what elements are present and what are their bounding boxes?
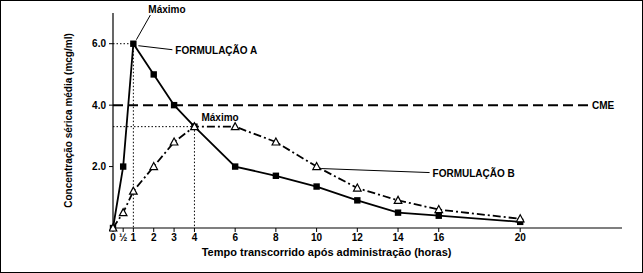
annotation-guide — [113, 126, 194, 127]
series-marker — [436, 213, 442, 219]
series-marker — [191, 123, 199, 130]
annotation-guide — [133, 44, 134, 228]
series-marker — [170, 138, 178, 145]
x-tick-label: 6 — [232, 232, 238, 243]
x-tick-label: 0 — [110, 232, 116, 243]
series-marker — [120, 163, 126, 169]
series-marker — [354, 197, 360, 203]
x-tick-label: 4 — [192, 232, 198, 243]
x-axis-label: Tempo transcorrido após administração (h… — [202, 246, 452, 258]
annotation: Máximo — [148, 4, 185, 15]
series-marker — [273, 173, 279, 179]
x-tick-label: 12 — [352, 232, 364, 243]
x-tick-label: 3 — [171, 232, 177, 243]
series-marker — [313, 163, 321, 170]
x-tick-label: ½ — [119, 232, 127, 243]
chart: 0½12346810121416202.04.06.0Tempo transco… — [0, 0, 643, 273]
y-tick-label: 4.0 — [92, 100, 106, 111]
series-marker — [130, 187, 138, 194]
y-tick-label: 6.0 — [92, 38, 106, 49]
x-tick-label: 10 — [311, 232, 323, 243]
x-tick-label: 8 — [273, 232, 279, 243]
x-tick-label: 14 — [392, 232, 404, 243]
reference-line — [113, 104, 588, 106]
x-tick-label: 2 — [151, 232, 157, 243]
y-tick — [109, 105, 113, 106]
x-axis — [113, 227, 622, 228]
series-marker — [435, 206, 443, 213]
series-label-leader — [322, 169, 430, 173]
series-marker — [394, 196, 402, 203]
series-marker — [395, 209, 401, 215]
annotation: Máximo — [201, 112, 238, 123]
series-marker — [150, 163, 158, 170]
x-tick-label: 20 — [515, 232, 527, 243]
series-marker — [231, 123, 239, 130]
annotation-leader — [136, 15, 150, 40]
annotation-guide — [194, 127, 195, 228]
series-marker — [109, 224, 117, 231]
series-marker — [516, 215, 524, 222]
y-axis — [112, 13, 113, 228]
series-line — [113, 127, 520, 228]
series-marker — [232, 163, 238, 169]
series-label: FORMULAÇÃO B — [433, 167, 515, 179]
series-marker — [354, 184, 362, 191]
plot-area — [109, 41, 588, 232]
series-line — [113, 44, 520, 228]
y-tick — [109, 43, 113, 44]
series-marker — [191, 123, 197, 129]
series-label-leader — [138, 46, 172, 50]
frame — [1, 1, 643, 273]
series-marker — [119, 209, 127, 216]
series-label: FORMULAÇÃO A — [175, 44, 257, 56]
y-tick — [109, 166, 113, 167]
series-marker — [171, 102, 177, 108]
series-marker — [130, 41, 136, 47]
y-axis-label: Concentração sérica média (mcg/ml) — [63, 33, 74, 208]
series-marker — [272, 138, 280, 145]
x-tick-label: 16 — [433, 232, 445, 243]
series-marker — [151, 71, 157, 77]
series-marker — [313, 183, 319, 189]
y-tick-label: 2.0 — [92, 161, 106, 172]
reference-label: CME — [592, 100, 615, 111]
x-tick-label: 1 — [131, 232, 137, 243]
